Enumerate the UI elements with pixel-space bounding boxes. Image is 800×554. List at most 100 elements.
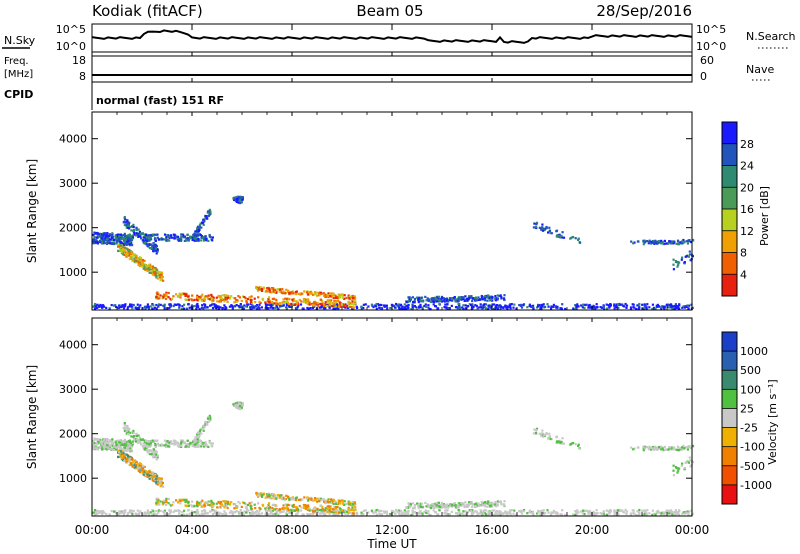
range-gate-cell [247, 303, 250, 306]
range-gate-cell [652, 512, 656, 515]
range-gate-cell [253, 297, 256, 300]
range-gate-cell [602, 512, 605, 515]
range-gate-cell [581, 306, 584, 309]
range-gate-cell [266, 289, 269, 292]
range-gate-cell [318, 306, 321, 309]
range-gate-cell [420, 502, 424, 505]
range-gate-cell [193, 305, 196, 308]
range-gate-cell [187, 238, 190, 241]
range-gate-cell [137, 441, 140, 444]
range-gate-cell [223, 510, 226, 513]
range-gate-cell [650, 240, 653, 243]
range-gate-cell [472, 306, 475, 309]
range-gate-cell [680, 464, 683, 467]
range-gate-cell [208, 503, 211, 507]
range-gate-cell [124, 424, 127, 427]
range-gate-cell [96, 512, 99, 515]
range-gate-cell [193, 298, 196, 301]
range-gate-cell [360, 511, 363, 514]
range-gate-cell [240, 305, 243, 308]
range-gate-cell [313, 304, 316, 307]
range-gate-cell [331, 305, 334, 308]
range-gate-cell [258, 300, 261, 303]
range-gate-cell [487, 510, 490, 513]
range-gate-cell [158, 478, 161, 481]
range-gate-cell [678, 261, 681, 264]
range-gate-cell [673, 307, 676, 310]
range-gate-cell [240, 299, 243, 302]
range-gate-cell [151, 233, 154, 236]
range-gate-cell [224, 296, 227, 299]
range-gate-cell [158, 480, 161, 483]
range-gate-cell [288, 291, 291, 295]
range-gate-cell [122, 221, 125, 224]
range-gate-cell [479, 306, 482, 309]
range-gate-cell [541, 223, 544, 226]
range-gate-cell [126, 306, 129, 309]
range-gate-cell [642, 239, 645, 242]
range-gate-cell [532, 510, 535, 513]
range-gate-cell [589, 306, 592, 309]
range-gate-cell [484, 509, 488, 512]
range-gate-cell [238, 502, 241, 505]
range-gate-cell [137, 434, 140, 437]
range-gate-cell [193, 511, 196, 514]
range-gate-cell [332, 508, 335, 511]
range-gate-cell [102, 511, 106, 514]
range-gate-cell [474, 505, 478, 508]
range-gate-cell [228, 511, 231, 514]
range-gate-cell [135, 307, 139, 310]
range-gate-cell [182, 233, 185, 236]
range-gate-cell [145, 238, 148, 241]
range-gate-cell [109, 448, 112, 451]
range-gate-cell [122, 234, 125, 237]
range-gate-cell [678, 304, 681, 307]
range-gate-cell [421, 306, 424, 309]
range-gate-cell [150, 475, 153, 479]
range-gate-cell [128, 459, 131, 462]
range-gate-cell [241, 295, 245, 298]
range-gate-cell [167, 502, 170, 505]
range-gate-cell [518, 304, 521, 307]
range-gate-cell [105, 512, 108, 515]
range-gate-cell [685, 305, 688, 308]
range-gate-cell [187, 443, 190, 446]
range-gate-cell [134, 465, 137, 468]
range-gate-cell [500, 306, 503, 309]
range-gate-cell [119, 244, 122, 247]
range-gate-cell [306, 507, 310, 511]
range-gate-cell [483, 295, 486, 298]
range-gate-cell [483, 512, 487, 515]
range-gate-cell [135, 440, 138, 443]
range-gate-cell [149, 305, 152, 308]
range-gate-cell [682, 444, 685, 448]
range-gate-cell [125, 223, 128, 227]
range-gate-cell [449, 505, 452, 508]
range-gate-cell [347, 302, 350, 305]
range-gate-cell [397, 303, 401, 306]
range-gate-cell [117, 442, 120, 446]
range-gate-cell [240, 406, 243, 409]
range-gate-cell [688, 304, 691, 307]
range-gate-cell [494, 513, 497, 516]
range-gate-cell [321, 301, 324, 304]
range-gate-cell [596, 306, 599, 309]
range-tick-label: 4000 [59, 339, 87, 352]
range-gate-cell [201, 428, 204, 431]
range-gate-cell [319, 497, 323, 500]
range-gate-cell [490, 306, 493, 309]
range-gate-cell [141, 467, 145, 470]
range-gate-cell [462, 304, 465, 307]
range-gate-cell [123, 232, 126, 235]
range-gate-cell [643, 445, 646, 448]
range-gate-cell [202, 424, 205, 427]
range-gate-cell [176, 509, 179, 512]
range-gate-cell [322, 292, 325, 295]
range-gate-cell [637, 513, 640, 516]
range-gate-cell [112, 510, 116, 513]
range-gate-cell [151, 265, 154, 268]
range-gate-cell [344, 512, 347, 515]
range-gate-cell [291, 290, 294, 293]
range-gate-cell [157, 303, 161, 306]
range-gate-cell [196, 303, 199, 307]
